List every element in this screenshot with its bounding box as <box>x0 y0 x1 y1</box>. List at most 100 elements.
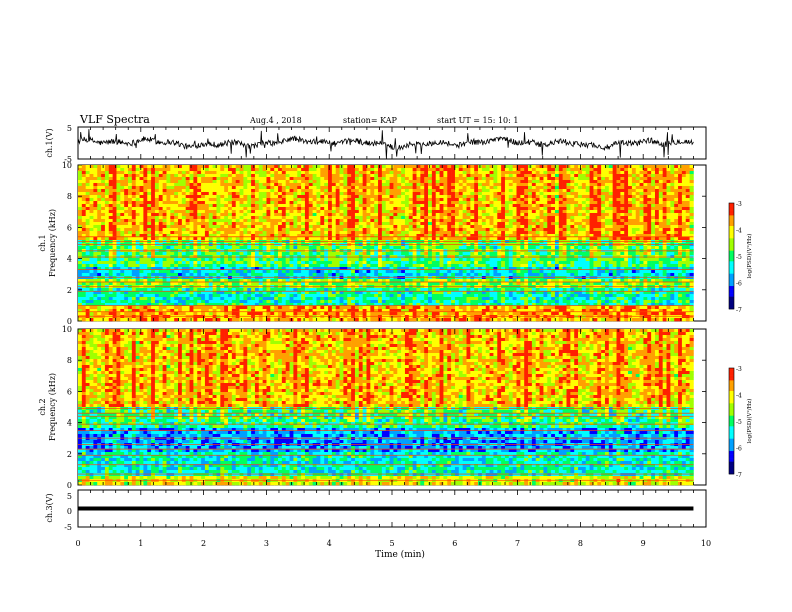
spectrogram-cell <box>451 204 456 208</box>
spectrogram-cell <box>131 237 136 241</box>
spectrogram-cell <box>324 201 329 205</box>
spectrogram-cell <box>81 210 86 214</box>
spectrogram-cell <box>674 216 679 220</box>
spectrogram-cell <box>474 231 479 235</box>
spectrogram-cell <box>104 252 110 256</box>
spectrogram-cell <box>181 201 187 205</box>
spectrogram-cell <box>551 201 556 205</box>
spectrogram-cell <box>670 201 675 205</box>
spectrogram-cell <box>170 183 175 187</box>
spectrogram-cell <box>231 222 237 226</box>
spectrogram-cell <box>624 252 629 256</box>
spectrogram-cell <box>462 165 467 169</box>
spectrogram-cell <box>604 204 610 208</box>
spectrogram-cell <box>170 195 175 199</box>
spectrogram-cell <box>678 201 683 205</box>
spectrogram-cell <box>620 225 625 229</box>
spectrogram-cell <box>104 195 110 199</box>
spectrogram-cell <box>278 210 283 214</box>
spectrogram-cell <box>335 246 340 250</box>
spectrogram-cell <box>424 222 429 226</box>
spectrogram-cell <box>162 177 167 181</box>
spectrogram-cell <box>597 222 602 226</box>
spectrogram-cell <box>424 201 429 205</box>
spectrogram-cell <box>258 207 263 211</box>
spectrogram-cell <box>451 222 456 226</box>
spectrogram-cell <box>220 186 225 190</box>
spectrogram-cell <box>620 231 625 235</box>
spectrogram-cell <box>258 171 263 175</box>
spectrogram-cell <box>589 186 594 190</box>
spectrogram-cell <box>351 177 356 181</box>
spectrogram-cell <box>447 252 452 256</box>
spectrogram-cell <box>89 177 94 181</box>
spectrogram-cell <box>689 204 694 208</box>
spectrogram-cell <box>328 246 333 250</box>
spectrogram-cell <box>131 216 136 220</box>
spectrogram-cell <box>374 219 379 223</box>
spectrogram-cell <box>535 168 540 172</box>
spectrogram-cell <box>139 237 144 241</box>
spectrogram-cell <box>193 165 198 169</box>
spectrogram-cell <box>404 165 410 169</box>
spectrogram-cell <box>593 195 598 199</box>
spectrogram-cell <box>351 165 356 169</box>
spectrogram-cell <box>335 183 340 187</box>
spectrogram-cell <box>316 216 321 220</box>
spectrogram-cell <box>678 204 683 208</box>
spectrogram-cell <box>285 198 290 202</box>
spectrogram-cell <box>201 234 206 238</box>
spectrogram-cell <box>481 222 487 226</box>
spectrogram-cell <box>420 165 425 169</box>
spectrogram-cell <box>678 168 683 172</box>
spectrogram-cell <box>431 204 437 208</box>
spectrogram-cell <box>520 219 525 223</box>
spectrogram-cell <box>324 171 329 175</box>
spectrogram-cell <box>539 204 544 208</box>
spectrogram-cell <box>216 165 221 169</box>
spectrogram-cell <box>535 252 540 256</box>
spectrogram-cell <box>254 174 260 178</box>
spectrogram-cell <box>485 201 490 205</box>
spectrogram-cell <box>278 225 283 229</box>
spectrogram-cell <box>335 177 340 181</box>
spectrogram-cell <box>674 237 679 241</box>
spectrogram-cell <box>124 180 129 184</box>
spectrogram-cell <box>504 225 510 229</box>
spectrogram-cell <box>201 189 206 193</box>
spectrogram-cell <box>443 216 448 220</box>
spectrogram-cell <box>604 228 610 232</box>
spectrogram-cell <box>447 171 452 175</box>
spectrogram-cell <box>608 246 613 250</box>
spectrogram-cell <box>385 228 390 232</box>
spectrogram-cell <box>97 198 102 202</box>
spectrogram-cell <box>474 210 479 214</box>
spectrogram-cell <box>466 228 471 232</box>
spectrogram-cell <box>658 192 663 196</box>
ch1-waveform-ticks <box>77 127 707 159</box>
spectrogram-cell <box>566 180 571 184</box>
spectrogram-cell <box>562 246 567 250</box>
spectrogram-cell <box>204 189 210 193</box>
spectrogram-cell <box>174 201 179 205</box>
spectrogram-cell <box>312 189 317 193</box>
spectrogram-cell <box>274 174 279 178</box>
spectrogram-cell <box>408 189 413 193</box>
spectrogram-cell <box>351 234 356 238</box>
spectrogram-cell <box>343 186 348 190</box>
spectrogram-cell <box>670 216 675 220</box>
spectrogram-cell <box>112 222 117 226</box>
spectrogram-cell <box>285 174 290 178</box>
spectrogram-cell <box>385 198 390 202</box>
spectrogram-cell <box>651 174 656 178</box>
spectrogram-cell <box>631 252 637 256</box>
spectrogram-cell <box>516 204 521 208</box>
spectrogram-cell <box>566 231 571 235</box>
spectrogram-cell <box>608 204 613 208</box>
spectrogram-cell <box>662 171 667 175</box>
spectrogram-cell <box>374 180 379 184</box>
spectrogram-cell <box>158 222 163 226</box>
spectrogram-cell <box>104 228 110 232</box>
spectrogram-cell <box>347 222 352 226</box>
spectrogram-cell <box>389 213 394 217</box>
